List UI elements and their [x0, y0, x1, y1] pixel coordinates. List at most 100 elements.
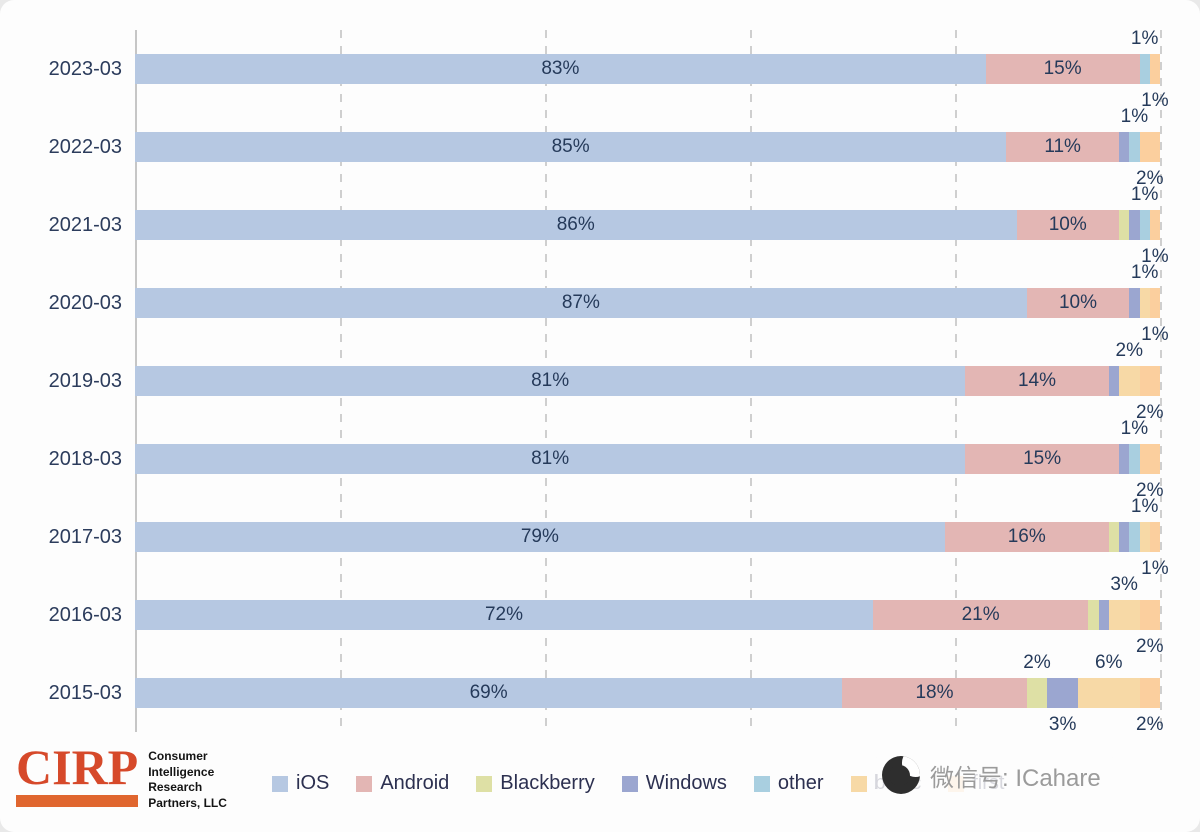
bar-value-label: 11% — [1044, 136, 1081, 157]
bar-row: 85% 11% 1% 2% — [135, 106, 1163, 189]
bar-segment-other — [1129, 522, 1140, 552]
bar-segment-first — [1149, 288, 1160, 318]
bar-segment-ios: 81% — [135, 366, 966, 396]
callout-label: 2% — [1115, 340, 1143, 361]
bar-segment-other — [1129, 444, 1140, 474]
legend-label: other — [777, 772, 824, 794]
bar-segment-other — [1129, 132, 1140, 162]
legend-swatch-android — [356, 775, 373, 792]
callout-label: 2% — [1136, 636, 1164, 657]
callout-label: 1% — [1130, 262, 1159, 283]
callout-label: 3% — [1110, 574, 1138, 595]
bar-row: 79% 16% 1% 1% — [135, 496, 1169, 579]
legend-item-android: Android — [356, 772, 449, 795]
bar-segment-basic — [1119, 366, 1140, 396]
bar-segment-windows — [1108, 366, 1119, 396]
bar-row: 86% 10% 1% 1% — [135, 184, 1169, 267]
cirp-logo-line: Intelligence — [148, 764, 215, 779]
y-axis-label: 2022-03 — [48, 135, 122, 158]
legend-swatch-ios — [272, 775, 288, 792]
legend-item-other: other — [753, 772, 824, 795]
stacked-bar: 81% 14% — [135, 366, 1160, 396]
bar-segment-basic — [1139, 522, 1150, 552]
bar-segment-android: 15% — [965, 444, 1119, 474]
cirp-logo-text: CIRP — [16, 739, 139, 795]
bar-segment-first — [1139, 600, 1160, 630]
stacked-bar: 87% 10% — [135, 288, 1160, 318]
stacked-bar: 69% 18% — [135, 678, 1160, 708]
bar-segment-first — [1149, 522, 1160, 552]
bar-segment-blackberry — [1108, 522, 1119, 552]
bar-segment-ios: 87% — [135, 288, 1027, 318]
bar-rows: 83% 15% 1% 1% 85% 11% 1% 2% 86% 10% 1% 1% 87% 10% 1% 1%… — [135, 28, 1169, 735]
stacked-bar: 85% 11% — [135, 132, 1160, 162]
callout-label: 1% — [1141, 246, 1169, 267]
bar-segment-ios: 81% — [135, 444, 966, 474]
bar-segment-first — [1149, 210, 1160, 240]
bar-segment-android: 14% — [965, 366, 1109, 396]
bar-segment-other — [1139, 210, 1150, 240]
bar-value-label: 72% — [484, 604, 524, 625]
bar-segment-blackberry — [1088, 600, 1099, 630]
stacked-bar: 72% 21% — [135, 600, 1160, 630]
bar-segment-windows — [1119, 444, 1130, 474]
gridline — [1160, 30, 1162, 732]
bar-value-label: 18% — [915, 682, 954, 703]
bar-segment-ios: 72% — [135, 600, 873, 630]
bar-segment-basic — [1139, 288, 1150, 318]
bar-value-label: 15% — [1043, 58, 1082, 79]
callout-label: 1% — [1141, 558, 1169, 579]
bar-segment-ios: 85% — [135, 132, 1007, 162]
bar-value-label: 15% — [1023, 448, 1062, 469]
bar-value-label: 10% — [1058, 292, 1098, 313]
wechat-logo-icon — [882, 756, 920, 794]
bar-value-label: 10% — [1048, 214, 1087, 235]
bar-segment-android: 21% — [873, 600, 1089, 630]
bar-segment-blackberry — [1119, 210, 1130, 240]
bar-row: 87% 10% 1% 1% — [135, 262, 1169, 345]
callout-label: 1% — [1141, 324, 1169, 345]
legend-swatch-windows — [621, 775, 638, 792]
bar-segment-basic — [1108, 600, 1140, 630]
legend-swatch-basic — [850, 775, 867, 792]
callout-label: 3% — [1048, 714, 1077, 735]
bar-segment-windows — [1047, 678, 1078, 708]
legend-swatch-blackberry — [476, 775, 493, 792]
bar-row: 69% 18% 2% 3% 6% 2% — [135, 652, 1163, 735]
callout-label: 2% — [1136, 480, 1164, 501]
bar-segment-windows — [1119, 132, 1130, 162]
y-axis-label: 2023-03 — [48, 57, 122, 80]
cirp-logo: CIRP Consumer Intelligence Research Part… — [16, 739, 227, 811]
stacked-bar: 86% 10% — [135, 210, 1160, 240]
callout-label: 1% — [1120, 106, 1149, 127]
bar-value-label: 83% — [541, 58, 580, 79]
bar-row: 81% 15% 1% 2% — [135, 418, 1163, 501]
cirp-logo-line: Research — [148, 780, 203, 795]
bar-segment-android: 10% — [1026, 288, 1130, 318]
bar-value-label: 87% — [561, 292, 600, 313]
y-axis-label: 2016-03 — [48, 603, 122, 626]
bar-segment-first — [1139, 444, 1160, 474]
bar-value-label: 85% — [551, 136, 590, 157]
y-axis-labels: 2023-03 2022-03 2021-03 2020-03 2019-03 2018-… — [0, 30, 122, 732]
y-axis-label: 2021-03 — [48, 213, 122, 236]
y-axis-label: 2020-03 — [48, 291, 122, 314]
bar-row: 72% 21% 3% 2% — [135, 574, 1163, 657]
bar-value-label: 81% — [531, 370, 570, 391]
cirp-logo-line: Consumer — [148, 749, 208, 763]
callout-label: 2% — [1136, 168, 1164, 189]
bar-segment-first — [1139, 678, 1160, 708]
stacked-bar: 81% 15% — [135, 444, 1160, 474]
bar-value-label: 16% — [1007, 526, 1046, 547]
callout-label: 2% — [1136, 714, 1164, 735]
plot-area: 83% 15% 1% 1% 85% 11% 1% 2% 86% 10% 1% 1% 87% 10% 1% 1%… — [135, 28, 1169, 735]
callout-label: 1% — [1141, 90, 1169, 111]
y-axis-label: 2019-03 — [48, 369, 122, 392]
callout-label: 2% — [1136, 402, 1164, 423]
bar-value-label: 69% — [469, 682, 508, 703]
bar-segment-android: 16% — [944, 522, 1109, 552]
legend-swatch-other — [753, 775, 770, 792]
bar-segment-windows — [1129, 210, 1140, 240]
bar-value-label: 81% — [531, 448, 570, 469]
